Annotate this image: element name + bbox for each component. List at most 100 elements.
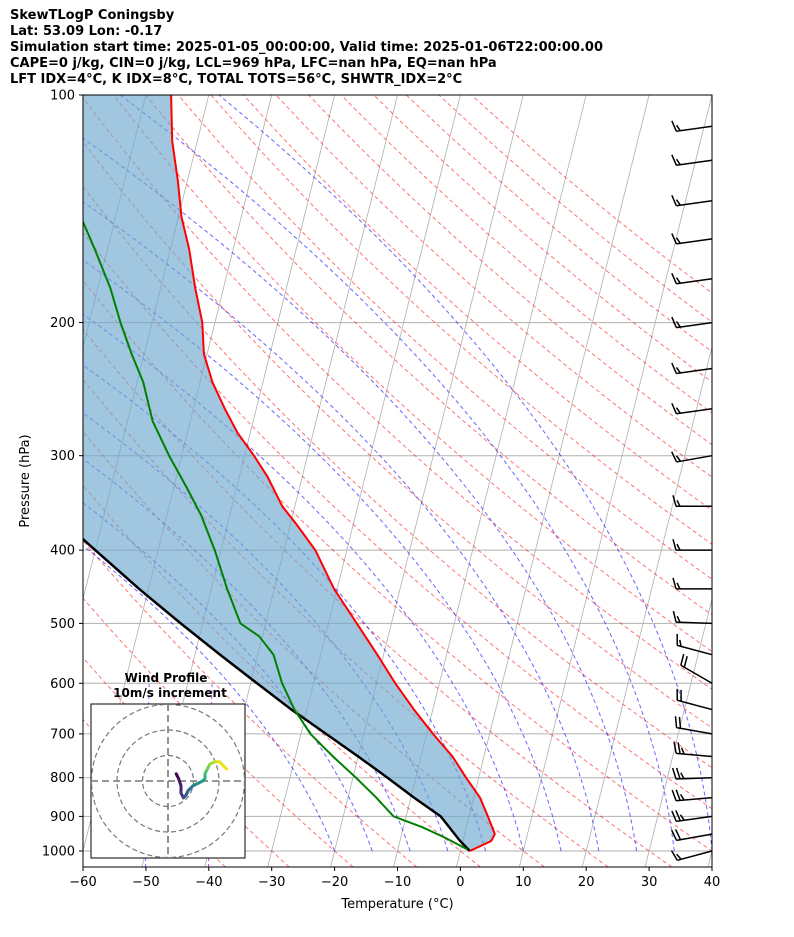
wind-barb — [680, 654, 713, 684]
wind-barb-flag — [683, 656, 688, 668]
moist-adiabat-line — [83, 137, 637, 852]
wind-barb-flag — [675, 810, 682, 822]
inset-title: Wind Profile — [125, 671, 208, 685]
plot-area — [83, 95, 794, 867]
wind-barb-flag — [672, 538, 677, 551]
wind-barb-flag — [672, 495, 677, 507]
dry-adiabat-line — [438, 95, 712, 323]
y-tick-label: 1000 — [42, 844, 75, 859]
dry-adiabat-line — [83, 484, 481, 867]
location-line: Lat: 53.09 Lon: -0.17 — [10, 24, 163, 39]
cape-line: CAPE=0 j/kg, CIN=0 j/kg, LCL=969 hPa, LF… — [10, 56, 497, 71]
wind-barb-flag — [680, 747, 685, 755]
isotherm-line — [581, 345, 712, 867]
wind-barb-flag — [671, 402, 678, 415]
x-tick-label: 0 — [456, 875, 464, 890]
y-axis-label: Pressure (hPa) — [18, 434, 33, 527]
dry-adiabat-line — [83, 328, 673, 867]
wind-barb-flag — [675, 789, 681, 801]
y-tick-label: 700 — [50, 727, 75, 742]
wind-barb-flag — [670, 850, 678, 861]
wind-barb — [676, 688, 713, 711]
wind-barb-flag — [675, 277, 681, 284]
wind-barb-staff — [676, 125, 713, 133]
x-tick-label: 40 — [704, 875, 721, 890]
wind-barb — [671, 810, 713, 823]
inset-subtitle: 10m/s increment — [113, 686, 227, 700]
x-tick-label: 10 — [515, 875, 532, 890]
wind-barb-flag — [671, 451, 678, 463]
inset-ring — [91, 704, 245, 858]
wind-barb-staff — [676, 277, 713, 285]
wind-barb-staff — [676, 407, 713, 415]
dry-adiabat-line — [178, 95, 712, 580]
wind-barb-staff — [677, 850, 713, 862]
axes: −60 −50 −40 −30 −20 −10 0 10 20 30 40 1000 900 800 700… — [18, 89, 720, 913]
isotherm-line — [771, 95, 794, 867]
wind-barb-flag — [676, 543, 681, 551]
wind-barb-flag — [678, 716, 682, 729]
x-tick-label: −20 — [321, 875, 348, 890]
wind-barb — [670, 850, 713, 862]
isotherm-line — [83, 95, 84, 97]
x-tick-label: −40 — [195, 875, 222, 890]
wind-barb — [671, 362, 713, 375]
wind-barb-flag — [680, 772, 685, 780]
wind-barb — [671, 789, 713, 802]
parcel-profile-line — [83, 537, 471, 852]
wind-barb-staff — [676, 726, 713, 735]
wind-barb-staff — [680, 664, 713, 684]
wind-barb-flag — [675, 767, 681, 780]
wind-barb-flag — [675, 199, 681, 206]
wind-barb — [671, 194, 713, 207]
wind-barb-staff — [676, 815, 713, 823]
dry-adiabat-line — [308, 95, 712, 446]
wind-barb-staff — [677, 699, 713, 711]
moist-adiabat-line — [83, 458, 411, 852]
wind-barb-flag — [671, 767, 677, 780]
y-tick-label: 300 — [50, 449, 75, 464]
wind-barb — [671, 402, 713, 415]
wind-barb-staff — [676, 159, 713, 167]
wind-barb-flag — [674, 829, 682, 841]
wind-barb-flag — [673, 742, 677, 754]
wind-barb-flag — [680, 654, 685, 666]
isotherm-line — [707, 849, 712, 867]
wind-barb — [674, 716, 713, 735]
wind-barb — [672, 577, 712, 590]
y-tick-label: 500 — [50, 617, 75, 632]
wind-barb-staff — [677, 644, 713, 656]
x-tick-label: −10 — [384, 875, 411, 890]
wind-barb-flag — [676, 615, 681, 623]
wind-barb — [672, 610, 713, 625]
moist-adiabat-line — [83, 201, 600, 852]
wind-barb-flag — [671, 194, 678, 207]
isotherm-line — [456, 95, 650, 867]
wind-barb — [671, 451, 713, 463]
y-tick-label: 800 — [50, 771, 75, 786]
wind-barb-staff — [676, 238, 713, 245]
wind-barb-staff — [675, 621, 713, 625]
wind-barb-flag — [679, 793, 685, 801]
y-tick-label: 900 — [50, 810, 75, 825]
wind-barb-flag — [671, 810, 678, 822]
wind-barb-flag — [671, 154, 678, 166]
wind-barb-flag — [671, 120, 678, 132]
wind-barb-flag — [671, 272, 678, 285]
dewpoint-line — [83, 219, 468, 851]
wind-barb — [676, 633, 713, 656]
x-tick-label: 30 — [641, 875, 658, 890]
wind-barb-flag — [671, 789, 677, 802]
isotherm-line — [393, 95, 587, 867]
isotherm-line — [644, 597, 712, 867]
dry-adiabat-line — [83, 140, 712, 729]
isotherm-line — [518, 95, 712, 867]
x-tick-label: −30 — [258, 875, 285, 890]
x-tick-label: 20 — [578, 875, 595, 890]
y-tick-label: 400 — [50, 544, 75, 559]
wind-barb-flag — [671, 316, 678, 328]
wind-barb-staff — [675, 776, 713, 780]
x-tick-label: −60 — [69, 875, 96, 890]
dry-adiabat-line — [405, 95, 712, 353]
